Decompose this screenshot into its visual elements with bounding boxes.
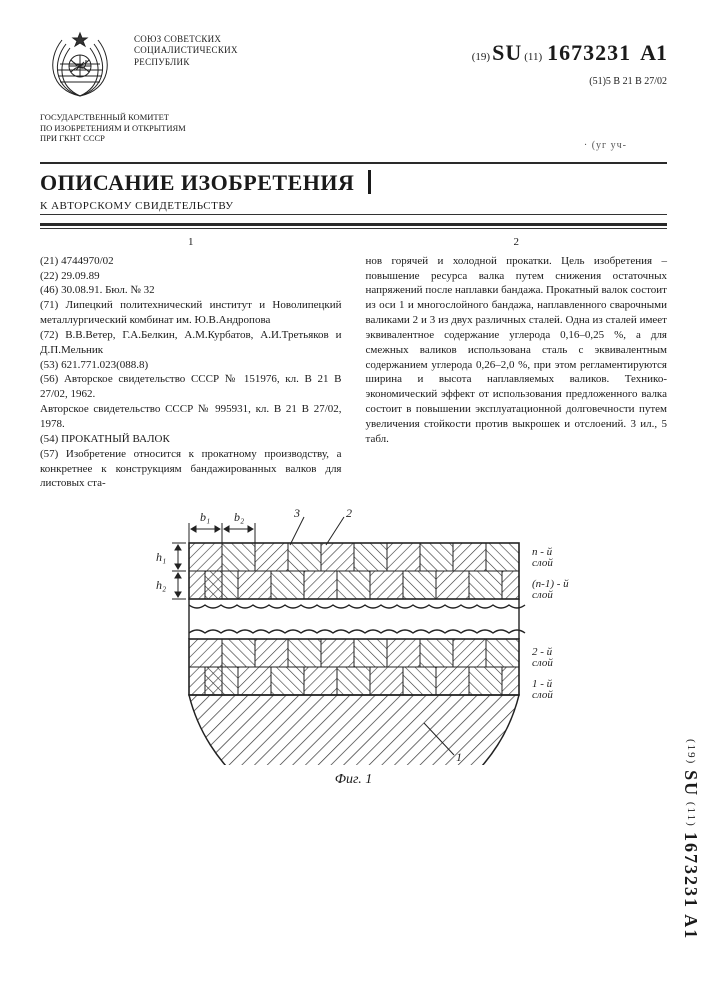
- publication-number: (19) SU (11) 1673231 A1: [385, 30, 667, 66]
- code-19: (19): [472, 51, 490, 63]
- figure-caption: Фиг. 1: [40, 772, 667, 788]
- rule-thin-1: [40, 214, 667, 215]
- code-11: (11): [524, 51, 542, 63]
- ussr-emblem: [40, 30, 120, 100]
- label-3: 3: [293, 506, 300, 520]
- label-b2: b₂: [234, 510, 244, 524]
- print-artifact: · (уг уч-: [584, 140, 627, 151]
- column-1-number: 1: [40, 235, 342, 250]
- label-layer-n1: (n-1) - йслой: [532, 578, 569, 601]
- republics-label: СОЮЗ СОВЕТСКИХ СОЦИАЛИСТИЧЕСКИХ РЕСПУБЛИ…: [134, 30, 371, 68]
- side-country-code: SU: [681, 770, 701, 797]
- rule-thick: [40, 223, 667, 226]
- label-h2: h₂: [156, 578, 166, 592]
- doc-number: 1673231: [547, 40, 631, 66]
- column-1-text: (21) 4744970/02 (22) 29.09.89 (46) 30.08…: [40, 254, 342, 492]
- side-code-19: (19): [685, 739, 697, 765]
- ipc-classification: (51)5 В 21 В 27/02: [385, 76, 667, 87]
- label-layer-2: 2 - йслой: [532, 646, 553, 669]
- state-committee: ГОСУДАРСТВЕННЫЙ КОМИТЕТ ПО ИЗОБРЕТЕНИЯМ …: [40, 112, 667, 144]
- country-code: SU: [492, 40, 522, 66]
- vertical-mark: [368, 170, 371, 194]
- column-2: 2 нов горячей и холодной прокатки. Цель …: [366, 235, 668, 491]
- description-title: ОПИСАНИЕ ИЗОБРЕТЕНИЯ: [40, 170, 354, 196]
- rule-thin-2: [40, 228, 667, 229]
- label-1: 1: [456, 750, 462, 764]
- title-block: ОПИСАНИЕ ИЗОБРЕТЕНИЯ К АВТОРСКОМУ СВИДЕТ…: [40, 162, 667, 229]
- kind-code: A1: [640, 40, 667, 66]
- author-certificate-subtitle: К АВТОРСКОМУ СВИДЕТЕЛЬСТВУ: [40, 200, 667, 212]
- figure-1: b₁ b₂ h₁ h₂: [40, 505, 667, 788]
- header-row: СОЮЗ СОВЕТСКИХ СОЦИАЛИСТИЧЕСКИХ РЕСПУБЛИ…: [40, 30, 667, 100]
- column-2-text: нов горячей и холодной прокатки. Цель из…: [366, 254, 668, 447]
- label-layer-1: 1 - йслой: [532, 678, 553, 701]
- label-b1: b₁: [200, 510, 210, 524]
- label-2: 2: [346, 506, 352, 520]
- patent-page: СОЮЗ СОВЕТСКИХ СОЦИАЛИСТИЧЕСКИХ РЕСПУБЛИ…: [0, 0, 707, 1000]
- label-layer-n: n - йслой: [532, 546, 553, 569]
- column-1: 1 (21) 4744970/02 (22) 29.09.89 (46) 30.…: [40, 235, 342, 491]
- side-publication-number: (19) SU (11) 1673231 A1: [680, 739, 701, 940]
- side-kind-code: A1: [681, 914, 701, 940]
- label-h1: h₁: [156, 550, 166, 564]
- side-doc-number: 1673231: [681, 832, 701, 909]
- side-code-11: (11): [685, 802, 697, 828]
- biblio-columns: 1 (21) 4744970/02 (22) 29.09.89 (46) 30.…: [40, 235, 667, 491]
- column-2-number: 2: [366, 235, 668, 250]
